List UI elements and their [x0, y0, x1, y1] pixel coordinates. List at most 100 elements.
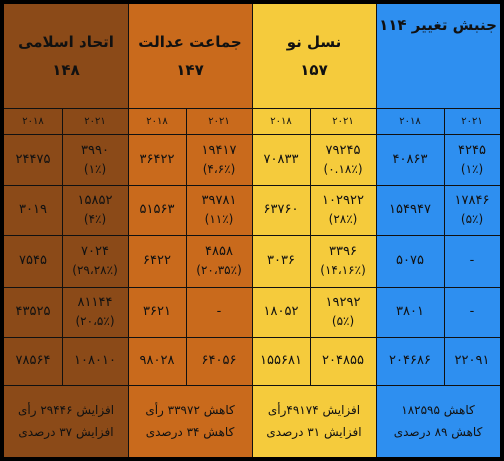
value-2021: ۴۸۵۸ (۲۰،۳۵٪) — [186, 235, 252, 287]
vote-count: ۱۰۲۹۲۲ — [322, 193, 364, 208]
vote-percent: (۲۸٪) — [328, 212, 358, 226]
column-change-movement — [376, 4, 500, 457]
value-2021: ۱۷۸۴۶ (۵٪) — [444, 185, 500, 235]
value-2021: - — [444, 235, 500, 287]
vote-count: ۴۸۵۸ — [205, 244, 233, 259]
year-2021-label: ۲۰۲۱ — [461, 115, 483, 127]
vote-count: ۱۵۵۶۸۱ — [260, 353, 302, 368]
vote-percent: (۰.۱۸٪) — [323, 161, 363, 176]
vote-count: ۶۴۰۵۶ — [201, 353, 237, 368]
vote-count: - — [216, 304, 222, 319]
vote-percent: (۱٪) — [460, 161, 484, 176]
change-summary: کاهش ۳۳۹۷۲ رأی کاهش ۳۴ درصدی — [128, 385, 252, 457]
vote-percent: (۴،۶٪) — [202, 161, 236, 176]
party-header: اتحاد اسلامی ۱۴۸ — [4, 4, 128, 108]
party-seats: ۱۵۷ — [300, 61, 328, 79]
value-2021: ۱۰۲۹۲۲ (۲۸٪) — [310, 185, 376, 235]
vote-count: ۱۸۰۵۲ — [263, 304, 299, 319]
vote-count: ۲۰۴۸۵۵ — [322, 353, 364, 368]
vote-count: ۲۴۴۷۵ — [15, 151, 51, 167]
year-2018-label: ۲۰۱۸ — [146, 115, 168, 127]
vote-count: ۷۵۴۵ — [19, 253, 47, 268]
value-2018: ۳۸۰۱ — [376, 287, 444, 337]
value-2021: ۷۹۲۴۵ (۰.۱۸٪) — [310, 134, 376, 185]
value-2021: ۸۱۱۴۴ (۲۰،۵٪) — [62, 287, 128, 337]
vote-count: ۶۴۲۲ — [143, 253, 171, 268]
grid-line — [310, 108, 311, 385]
party-seats: ۱۴۸ — [52, 61, 80, 79]
vote-count: ۳۰۳۶ — [267, 253, 295, 268]
value-2018: ۱۵۴۹۴۷ — [376, 185, 444, 235]
change-summary: افزایش ۴۹۱۷۴رأی افزایش ۳۱ درصدی — [252, 385, 376, 457]
year-2021-label: ۲۰۲۱ — [332, 115, 354, 127]
change-summary: افزایش ۲۹۴۴۶ رأی افزایش ۳۷ درصدی — [4, 385, 128, 457]
value-2018: ۷۰۸۳۳ — [252, 134, 310, 185]
vote-percent: (۱۱٪) — [204, 212, 234, 226]
value-2021: ۷۰۲۴ (۲۹،۲۸٪) — [62, 235, 128, 287]
value-2021: ۴۲۴۵ (۱٪) — [444, 134, 500, 185]
vote-percent: (۲۰،۵٪) — [75, 314, 115, 328]
grid-line — [62, 108, 63, 385]
vote-count: ۵۰۷۵ — [396, 253, 424, 268]
vote-count: ۷۰۸۳۳ — [263, 151, 299, 167]
vote-count: - — [469, 253, 475, 268]
value-2018: ۷۸۵۶۴ — [4, 337, 62, 385]
party-name: نسل نو — [286, 33, 342, 51]
value-2018: ۵۱۵۶۳ — [128, 185, 186, 235]
grid-line — [128, 4, 129, 457]
value-2021: ۲۰۴۸۵۵ — [310, 337, 376, 385]
value-2018: ۷۵۴۵ — [4, 235, 62, 287]
party-name: جنبش تغییر ۱۱۴ — [379, 16, 497, 34]
column-justice-group — [128, 4, 252, 457]
party-header: جنبش تغییر ۱۱۴ — [376, 4, 500, 108]
vote-count: ۳۰۱۹ — [19, 202, 47, 217]
value-2021: ۶۴۰۵۶ — [186, 337, 252, 385]
value-2021: ۳۹۹۰ (۱٪) — [62, 134, 128, 185]
vote-percent: (۴٪) — [83, 212, 107, 226]
value-2021: ۳۳۹۶ (۱۴،۱۶٪) — [310, 235, 376, 287]
party-name: اتحاد اسلامی — [18, 33, 114, 51]
value-2018: ۳۶۴۲۲ — [128, 134, 186, 185]
year-2021-label: ۲۰۲۱ — [208, 115, 230, 127]
vote-change: افزایش ۲۹۴۴۶ رأی — [17, 403, 115, 417]
value-2021: - — [444, 287, 500, 337]
change-summary: کاهش ۱۸۲۵۹۵ کاهش ۸۹ درصدی — [376, 385, 500, 457]
vote-count: ۱۵۸۵۲ — [77, 193, 113, 208]
year-2021-label: ۲۰۲۱ — [84, 115, 106, 127]
vote-percent: (۱٪) — [83, 161, 107, 176]
value-2018: ۱۸۰۵۲ — [252, 287, 310, 337]
vote-count: ۱۷۸۴۶ — [454, 193, 490, 208]
value-2018: ۲۴۴۷۵ — [4, 134, 62, 185]
value-2018: ۹۸۰۲۸ — [128, 337, 186, 385]
party-header: نسل نو ۱۵۷ — [252, 4, 376, 108]
value-2018: ۳۰۱۹ — [4, 185, 62, 235]
vote-percent: (۲۰،۳۵٪) — [196, 263, 242, 277]
value-2018: ۵۰۷۵ — [376, 235, 444, 287]
vote-count: ۱۰۸۰۱۰ — [74, 353, 116, 368]
value-2021: ۲۲۰۹۱ — [444, 337, 500, 385]
vote-percent: (۵٪) — [331, 314, 355, 328]
vote-percent: (۲۹،۲۸٪) — [72, 263, 118, 277]
vote-count: ۳۶۲۱ — [143, 304, 171, 319]
vote-change: افزایش ۴۹۱۷۴رأی — [267, 403, 361, 417]
party-seats: ۱۴۷ — [176, 61, 204, 79]
results-table: اتحاد اسلامی ۱۴۸ جماعت عدالت ۱۴۷ نسل نو … — [4, 4, 500, 457]
year-2018-label: ۲۰۱۸ — [270, 115, 292, 127]
vote-count: ۱۹۲۹۲ — [325, 295, 361, 310]
value-2018: ۳۶۲۱ — [128, 287, 186, 337]
vote-count: ۱۹۴۱۷ — [201, 142, 237, 158]
vote-count: ۵۱۵۶۳ — [139, 202, 175, 217]
vote-count: ۷۰۲۴ — [81, 244, 109, 259]
value-2021: ۳۹۷۸۱ (۱۱٪) — [186, 185, 252, 235]
value-2021: ۱۹۲۹۲ (۵٪) — [310, 287, 376, 337]
value-2021: ۱۰۸۰۱۰ — [62, 337, 128, 385]
party-name: جماعت عدالت — [138, 33, 242, 51]
vote-count: - — [469, 304, 475, 319]
vote-count: ۳۶۴۲۲ — [139, 151, 175, 167]
percent-change: افزایش ۳۷ درصدی — [18, 425, 114, 439]
percent-change: کاهش ۸۹ درصدی — [393, 425, 483, 439]
vote-count: ۱۵۴۹۴۷ — [389, 202, 431, 217]
vote-count: ۷۹۲۴۵ — [325, 142, 361, 158]
value-2018: ۴۳۵۲۵ — [4, 287, 62, 337]
vote-change: کاهش ۱۸۲۵۹۵ — [401, 403, 475, 417]
